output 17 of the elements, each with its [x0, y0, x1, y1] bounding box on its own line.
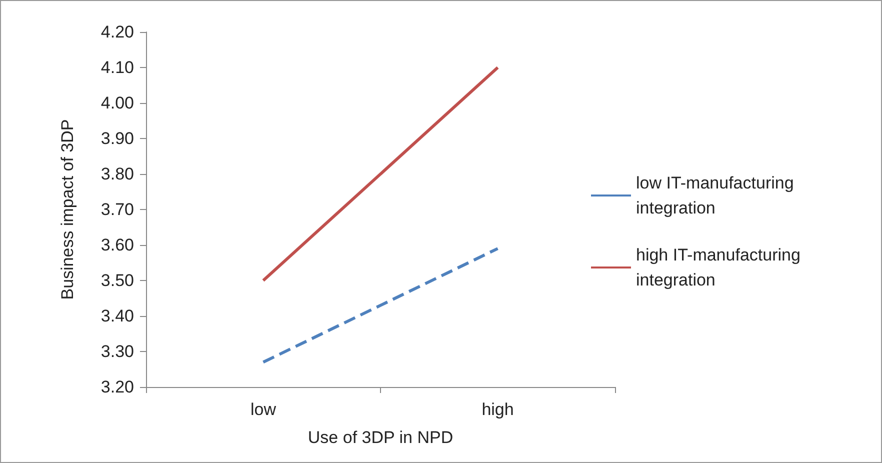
y-tick-label: 4.20: [100, 22, 134, 42]
y-tick-label: 3.40: [100, 306, 134, 326]
y-tick-label: 4.00: [100, 94, 134, 112]
y-axis-title: Business impact of 3DP: [58, 119, 77, 300]
y-tick-label: 3.90: [100, 129, 134, 148]
x-tick-label: high: [482, 400, 514, 419]
y-tick-label: 3.50: [100, 271, 134, 290]
y-tick-label: 4.10: [100, 58, 134, 77]
y-tick-label: 3.80: [100, 164, 134, 184]
legend-label: low IT-manufacturing integration: [636, 174, 799, 218]
x-tick-label: low: [250, 400, 277, 419]
y-tick-label: 3.60: [100, 236, 134, 254]
y-tick-label: 3.70: [100, 200, 134, 219]
y-tick-label: 3.20: [100, 378, 134, 396]
y-tick-label: 3.30: [100, 342, 134, 361]
x-axis-title: Use of 3DP in NPD: [308, 428, 454, 447]
legend-label: high IT-manufacturing integration: [636, 246, 806, 290]
